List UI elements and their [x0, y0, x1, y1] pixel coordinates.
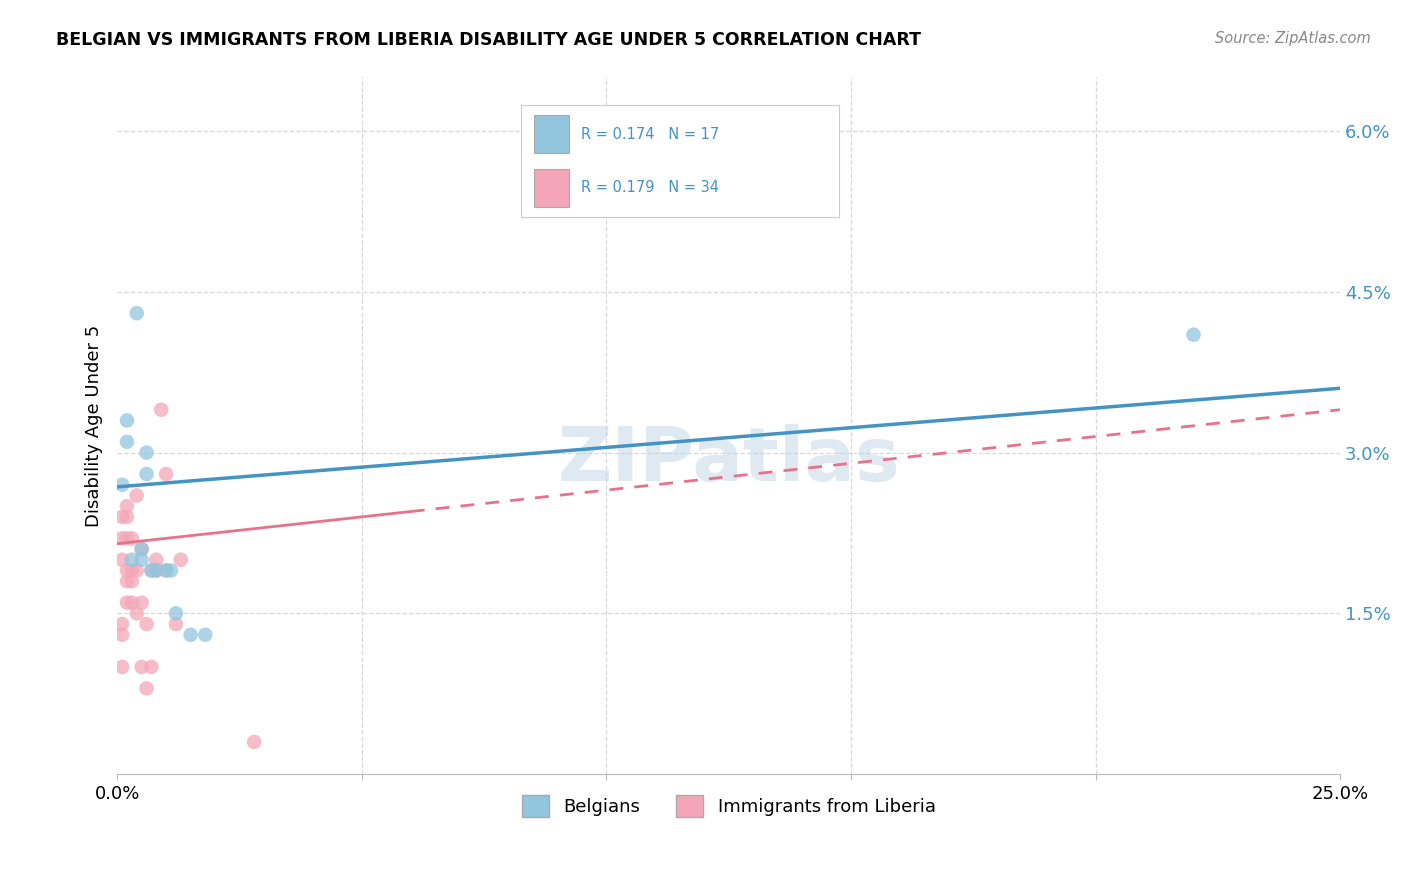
Point	[131, 660, 153, 674]
Legend: Belgians, Immigrants from Liberia: Belgians, Immigrants from Liberia	[515, 788, 943, 824]
Point	[131, 553, 153, 567]
Point	[125, 306, 148, 320]
Point	[115, 434, 138, 449]
Point	[170, 553, 193, 567]
Point	[121, 564, 143, 578]
Point	[115, 596, 138, 610]
Point	[145, 553, 167, 567]
Point	[1182, 327, 1205, 342]
Point	[121, 596, 143, 610]
Point	[155, 564, 177, 578]
Point	[121, 553, 143, 567]
Point	[131, 542, 153, 557]
Text: Source: ZipAtlas.com: Source: ZipAtlas.com	[1215, 31, 1371, 46]
Y-axis label: Disability Age Under 5: Disability Age Under 5	[86, 325, 103, 527]
Point	[115, 413, 138, 427]
Point	[115, 499, 138, 513]
Point	[115, 532, 138, 546]
Point	[111, 660, 134, 674]
Point	[155, 467, 177, 481]
Point	[135, 467, 157, 481]
Text: BELGIAN VS IMMIGRANTS FROM LIBERIA DISABILITY AGE UNDER 5 CORRELATION CHART: BELGIAN VS IMMIGRANTS FROM LIBERIA DISAB…	[56, 31, 921, 49]
Text: ZIPatlas: ZIPatlas	[557, 424, 900, 497]
Point	[121, 532, 143, 546]
Point	[131, 542, 153, 557]
Point	[141, 660, 163, 674]
Point	[125, 488, 148, 502]
Point	[135, 681, 157, 696]
Point	[165, 607, 187, 621]
Point	[111, 477, 134, 491]
Point	[115, 564, 138, 578]
Point	[125, 564, 148, 578]
Point	[243, 735, 266, 749]
Point	[141, 564, 163, 578]
Point	[111, 553, 134, 567]
Point	[125, 607, 148, 621]
Point	[141, 564, 163, 578]
Point	[160, 564, 183, 578]
Point	[115, 574, 138, 589]
Point	[135, 445, 157, 459]
Point	[145, 564, 167, 578]
Point	[135, 617, 157, 632]
Point	[111, 617, 134, 632]
Point	[131, 596, 153, 610]
Point	[111, 509, 134, 524]
Point	[115, 509, 138, 524]
Point	[111, 532, 134, 546]
Point	[111, 628, 134, 642]
Point	[180, 628, 202, 642]
Point	[121, 574, 143, 589]
Point	[155, 564, 177, 578]
Point	[150, 402, 173, 417]
Point	[194, 628, 217, 642]
Point	[165, 617, 187, 632]
Point	[145, 564, 167, 578]
